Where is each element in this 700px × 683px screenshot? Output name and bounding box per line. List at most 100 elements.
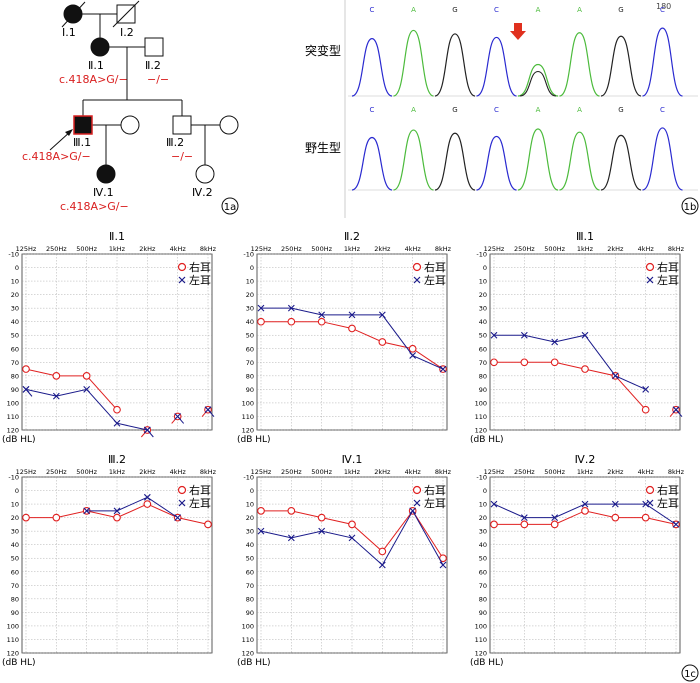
left-ear-point — [257, 527, 265, 535]
left-ear-point — [439, 561, 447, 569]
freq-tick-label: 2kHz — [139, 468, 156, 476]
y-tick-label: 10 — [11, 501, 19, 509]
right-ear-point — [52, 513, 61, 522]
left-ear-point — [490, 331, 498, 339]
y-tick-label: 10 — [479, 278, 487, 286]
y-tick-label: 20 — [11, 291, 19, 299]
right-ear-point — [490, 520, 498, 529]
freq-tick-label: 500Hz — [311, 468, 332, 476]
y-tick-label: 90 — [479, 386, 487, 394]
left-ear-point — [409, 507, 417, 515]
y-tick-label: 40 — [246, 541, 254, 549]
y-tick-label: 50 — [479, 332, 487, 340]
left-ear-point — [287, 304, 295, 312]
right-ear-line — [494, 361, 647, 411]
y-tick-label: 10 — [246, 501, 254, 509]
right-ear-point — [641, 405, 650, 414]
pedigree-iv1-label: Ⅳ.1 — [93, 186, 114, 199]
wildtype-label: 野生型 — [305, 141, 341, 155]
left-ear-no-response-point — [174, 413, 182, 420]
legend-right-label: 右耳 — [657, 260, 679, 274]
freq-tick-label: 4kHz — [170, 245, 187, 253]
y-tick-label: 70 — [479, 359, 487, 367]
pedigree-i2-label: Ⅰ.2 — [120, 26, 134, 39]
left-ear-no-response-point — [672, 406, 680, 414]
freq-tick-label: 1kHz — [109, 468, 126, 476]
left-ear-point — [83, 385, 91, 393]
y-tick-label: 110 — [475, 636, 487, 644]
right-ear-point — [641, 513, 650, 522]
mutant-label: 突变型 — [305, 43, 341, 58]
y-tick-label: 100 — [242, 399, 254, 407]
y-tick-label: 70 — [11, 359, 19, 367]
freq-tick-label: 500Hz — [311, 245, 332, 253]
y-tick-label: 20 — [246, 514, 254, 522]
base-call-label: C — [370, 106, 375, 114]
right-ear-point — [143, 500, 152, 508]
base-call-label: A — [536, 106, 541, 114]
y-tick-label: 50 — [246, 555, 254, 563]
right-ear-point — [550, 358, 559, 367]
audiogram-title: Ⅱ.2 — [344, 230, 360, 243]
right-ear-point — [287, 506, 296, 515]
y-tick-label: 40 — [479, 318, 487, 326]
right-ear-point — [378, 547, 387, 556]
y-tick-label: 80 — [479, 595, 487, 603]
freq-tick-label: 8kHz — [668, 468, 685, 476]
pedigree-iii2-label: Ⅲ.2 — [166, 136, 184, 149]
freq-tick-label: 1kHz — [109, 245, 126, 253]
y-tick-label: 120 — [242, 650, 254, 658]
freq-tick-label: 8kHz — [200, 245, 217, 253]
panel-label-1c-circle — [681, 664, 699, 682]
left-ear-point — [143, 493, 151, 501]
audiogram-6: Ⅳ.2 125Hz 250Hz 500Hz 1kHz 2kHz 4kHz 8kHz -10 0 10… — [470, 453, 685, 668]
left-ear-point — [551, 514, 559, 522]
freq-tick-label: 250Hz — [281, 468, 302, 476]
audiogram-1: Ⅱ.1 125Hz 250Hz 500Hz 1kHz 2kHz 4kHz 8kHz -10 0 10… — [2, 230, 217, 445]
left-ear-point — [439, 365, 447, 373]
right-ear-point — [52, 371, 61, 380]
legend-left-marker — [413, 276, 421, 284]
pedigree-iii2-symbol — [172, 115, 192, 135]
chromatogram-peak — [434, 132, 476, 191]
legend-right-marker — [412, 485, 422, 495]
right-ear-point — [257, 317, 265, 326]
pedigree-lines — [82, 13, 220, 166]
legend-left-label: 左耳 — [657, 274, 679, 287]
y-tick-label: 120 — [475, 650, 487, 658]
base-call-label: A — [577, 106, 582, 114]
left-ear-no-response-point — [204, 406, 212, 414]
freq-tick-label: 2kHz — [374, 468, 391, 476]
base-call-label: G — [618, 106, 623, 114]
right-ear-point — [317, 317, 326, 326]
y-tick-label: 100 — [475, 399, 487, 407]
legend-right-marker — [645, 262, 655, 272]
chromatogram-peak — [559, 131, 600, 191]
y-tick-label: 20 — [479, 291, 487, 299]
y-tick-label: 30 — [246, 528, 254, 536]
y-tick-label: 0 — [483, 487, 487, 495]
pedigree-ii1-symbol — [90, 37, 110, 57]
y-tick-label: 10 — [11, 278, 19, 286]
right-ear-point — [257, 506, 265, 515]
y-tick-label: -10 — [476, 474, 487, 482]
left-ear-line — [86, 496, 178, 519]
right-ear-point — [348, 324, 356, 333]
left-ear-point — [174, 514, 182, 522]
y-tick-label: 80 — [11, 595, 19, 603]
y-tick-label: 70 — [246, 582, 254, 590]
y-tick-label: 80 — [246, 595, 254, 603]
y-tick-label: 20 — [11, 514, 19, 522]
y-tick-label: 40 — [11, 541, 19, 549]
chromatogram-peak — [393, 29, 434, 97]
base-call-label: C — [494, 6, 499, 14]
left-ear-line — [494, 334, 646, 390]
freq-tick-label: 4kHz — [638, 245, 655, 253]
right-ear-point — [317, 513, 326, 522]
